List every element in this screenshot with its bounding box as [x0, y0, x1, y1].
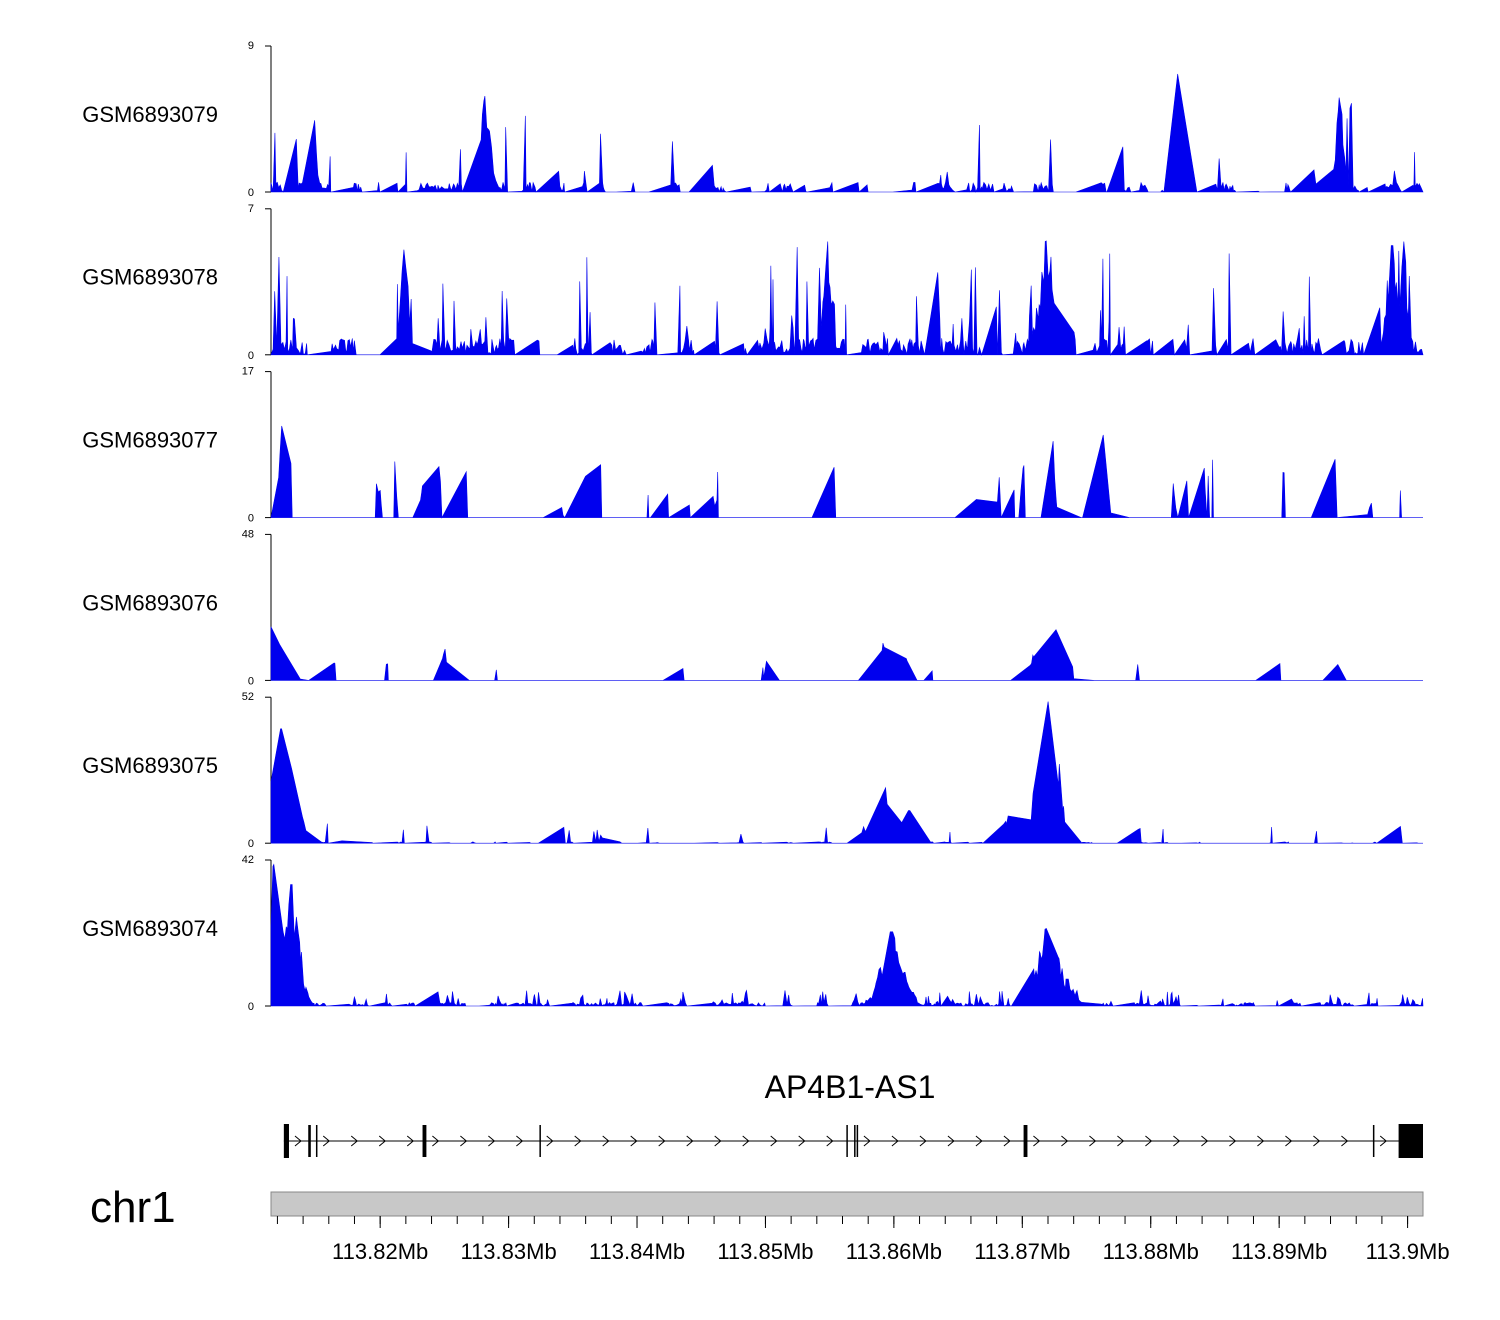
y-axis-min-label: 0 [248, 513, 254, 525]
strand-chevron [1117, 1135, 1125, 1147]
gene-model [283, 1124, 1423, 1158]
y-axis-max-label: 17 [242, 366, 254, 378]
track-label: GSM6893076 [82, 590, 218, 615]
strand-chevron [1313, 1135, 1321, 1147]
strand-chevron [1145, 1135, 1153, 1147]
track-GSM6893074: GSM6893074 42 0 [82, 854, 1424, 1013]
strand-chevron [975, 1135, 983, 1147]
exon [539, 1125, 541, 1157]
signal-area [270, 240, 1424, 356]
strand-chevron [406, 1135, 415, 1147]
track-GSM6893077: GSM6893077 17 0 [82, 366, 1423, 525]
strand-chevron [1379, 1135, 1387, 1147]
gene-name-label: AP4B1-AS1 [765, 1069, 936, 1105]
track-GSM6893075: GSM6893075 52 0 [82, 691, 1423, 850]
strand-chevron [742, 1135, 750, 1147]
x-tick-label: 113.86Mb [846, 1239, 942, 1264]
strand-chevron [798, 1135, 806, 1147]
exon [846, 1125, 848, 1157]
strand-chevron [863, 1135, 871, 1147]
strand-chevron [1201, 1135, 1209, 1147]
exon [315, 1125, 318, 1157]
exon [1372, 1125, 1375, 1157]
exon [283, 1124, 289, 1158]
track-GSM6893076: GSM6893076 48 0 [82, 528, 1423, 687]
track-label: GSM6893075 [82, 753, 218, 778]
strand-chevron [770, 1135, 778, 1147]
x-tick-label: 113.87Mb [974, 1239, 1070, 1264]
strand-chevron [516, 1135, 524, 1147]
x-tick-label: 113.84Mb [589, 1239, 685, 1264]
x-tick-label: 113.83Mb [460, 1239, 556, 1264]
y-axis-max-label: 42 [242, 854, 254, 866]
exon [1398, 1124, 1423, 1158]
y-axis-min-label: 0 [248, 187, 254, 199]
x-tick-label: 113.88Mb [1103, 1239, 1199, 1264]
y-axis-max-label: 52 [242, 691, 254, 703]
track-label: GSM6893079 [82, 102, 218, 127]
strand-chevron [1257, 1135, 1265, 1147]
signal-area [270, 701, 1423, 844]
strand-chevron [322, 1135, 331, 1147]
signal-area [270, 425, 1423, 519]
exon [308, 1125, 311, 1157]
strand-chevron [574, 1135, 582, 1147]
chromosome-ideogram [270, 1191, 1424, 1217]
strand-chevron [686, 1135, 694, 1147]
strand-chevron [1173, 1135, 1181, 1147]
strand-chevron [488, 1135, 496, 1147]
strand-chevron [714, 1135, 722, 1147]
exon [1023, 1125, 1028, 1157]
strand-chevron [1229, 1135, 1237, 1147]
strand-chevron [294, 1135, 302, 1147]
ideogram-track: chr1 113.82Mb 113.83Mb 113.84Mb 113.85Mb 113… [90, 1183, 1450, 1264]
x-tick-label: 113.82Mb [332, 1239, 428, 1264]
y-axis-min-label: 0 [248, 838, 254, 850]
strand-chevron [630, 1135, 638, 1147]
strand-chevron [1089, 1135, 1097, 1147]
signal-area [270, 626, 1423, 681]
y-axis-min-label: 0 [248, 1001, 254, 1013]
track-GSM6893078: GSM6893078 7 0 [82, 203, 1424, 362]
y-axis-max-label: 7 [248, 203, 254, 215]
strand-chevron [919, 1135, 927, 1147]
x-tick-label: 113.85Mb [717, 1239, 813, 1264]
exon [856, 1125, 859, 1157]
strand-chevron [350, 1135, 359, 1147]
track-GSM6893079: GSM6893079 9 0 [82, 40, 1424, 199]
y-axis-max-label: 48 [242, 528, 254, 540]
strand-chevron [1285, 1135, 1293, 1147]
strand-chevron [602, 1135, 610, 1147]
gene-track: AP4B1-AS1 [283, 1069, 1423, 1158]
strand-chevron [546, 1135, 554, 1147]
y-axis-min-label: 0 [248, 675, 254, 687]
y-axis-max-label: 9 [248, 40, 254, 52]
strand-chevron [1003, 1135, 1011, 1147]
genome-axis: 113.82Mb 113.83Mb 113.84Mb 113.85Mb 113.86Mb… [276, 1216, 1450, 1264]
strand-chevron [1033, 1135, 1041, 1147]
x-tick-label: 113.89Mb [1231, 1239, 1327, 1264]
strand-chevron [658, 1135, 666, 1147]
strand-chevron [891, 1135, 899, 1147]
strand-chevron [1061, 1135, 1069, 1147]
signal-area [270, 73, 1424, 193]
exon [422, 1125, 427, 1157]
track-label: GSM6893074 [82, 916, 218, 941]
track-label: GSM6893077 [82, 428, 218, 453]
strand-chevron [378, 1135, 387, 1147]
signal-tracks: GSM689307990GSM689307870GSM6893077170GSM… [82, 40, 1424, 1013]
exon [854, 1125, 856, 1157]
strand-chevron [826, 1135, 834, 1147]
chromosome-label: chr1 [90, 1183, 176, 1232]
signal-area [270, 863, 1424, 1007]
strand-chevron [460, 1135, 468, 1147]
strand-chevron [947, 1135, 955, 1147]
y-axis-min-label: 0 [248, 350, 254, 362]
x-tick-label: 113.9Mb [1366, 1239, 1450, 1264]
strand-chevron [432, 1135, 440, 1147]
track-label: GSM6893078 [82, 265, 218, 290]
strand-chevron [1341, 1135, 1349, 1147]
